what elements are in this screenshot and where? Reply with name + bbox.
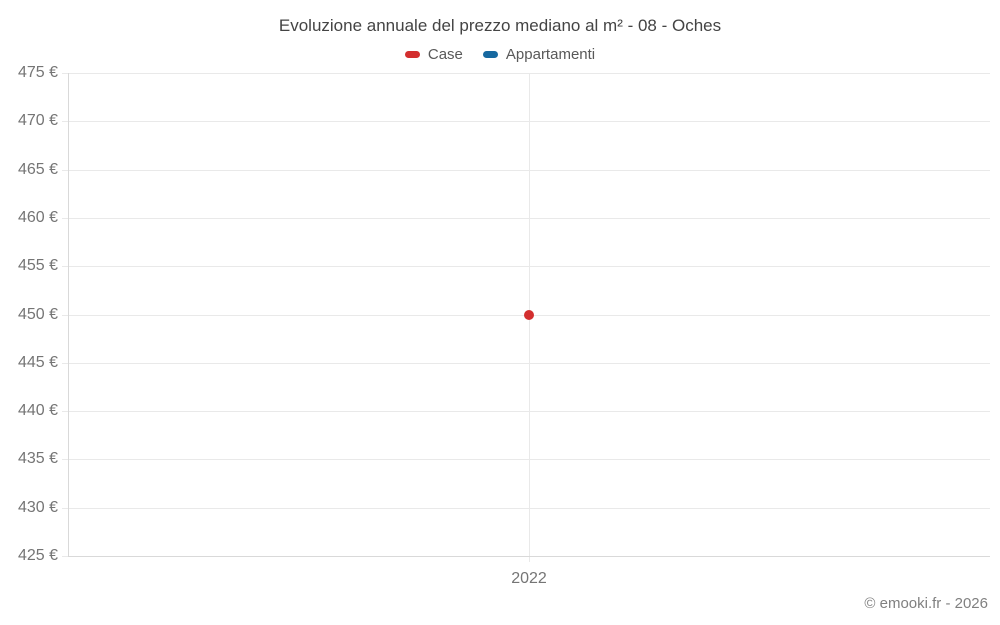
x-axis-line [68,556,990,557]
y-grid-line [62,266,990,268]
footer-credit: © emooki.fr - 2026 [864,595,988,612]
y-tick-label: 475 € [17,64,58,81]
legend-swatch-appartamenti [482,51,498,58]
y-grid-line [62,217,990,219]
legend-swatch-case [404,51,420,58]
x-tick-label: 2022 [511,570,547,587]
y-tick-label: 425 € [17,547,58,564]
legend-label-case: Case [427,46,463,63]
y-axis-line [68,73,69,556]
y-tick-label: 440 € [17,402,58,420]
y-tick-label: 435 € [17,450,58,468]
data-point-case-2022[interactable] [524,309,534,320]
y-tick-label: 455 € [17,257,58,275]
y-tick-label: 470 € [17,112,58,130]
legend-item-appartamenti[interactable]: Appartamenti [482,46,596,63]
chart-title: Evoluzione annuale del prezzo mediano al… [278,16,722,35]
y-tick-label: 430 € [17,498,58,516]
legend-label-appartamenti: Appartamenti [505,46,596,63]
y-grid-line [62,507,990,509]
y-grid-line [62,73,990,74]
y-tick-label: 460 € [17,208,58,226]
y-tick-label: 465 € [17,160,58,178]
y-grid-line [62,169,990,171]
chart-legend: Case Appartamenti [0,46,1000,63]
y-tick-label: 450 € [17,305,58,323]
legend-item-case[interactable]: Case [404,46,463,63]
y-grid-line [62,362,990,364]
y-grid-line [62,121,990,123]
y-grid-line [62,411,990,413]
y-tick-label: 445 € [17,353,58,371]
y-grid-line [62,459,990,461]
